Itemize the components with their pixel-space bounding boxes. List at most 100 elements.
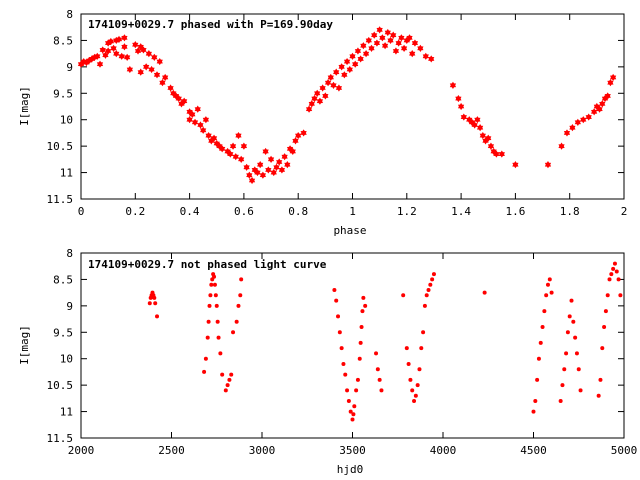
x-tick-label: 2000	[68, 444, 95, 457]
data-point	[569, 298, 574, 303]
data-point	[227, 377, 232, 382]
data-point	[563, 129, 571, 137]
data-point	[238, 155, 245, 163]
data-point	[225, 383, 230, 388]
data-point	[115, 35, 123, 43]
data-point	[377, 377, 382, 382]
data-point	[295, 131, 302, 140]
plot-frame	[80, 13, 625, 200]
data-point	[110, 44, 117, 52]
x-ticks: 2000 2500 3000 3500 4000 4500 5000	[68, 253, 638, 457]
data-point	[167, 84, 174, 92]
data-point	[319, 84, 326, 92]
data-point	[153, 71, 161, 79]
x-axis-label: hjd0	[337, 463, 364, 476]
data-point	[327, 73, 334, 82]
x-tick-label: 1.4	[451, 205, 471, 218]
data-point	[409, 50, 416, 58]
data-point	[365, 36, 372, 45]
data-point	[162, 73, 169, 82]
phased-plot: 174109+0029.7 phased with P=169.90day ph…	[18, 8, 627, 237]
data-point	[580, 116, 587, 124]
data-point	[311, 94, 318, 103]
data-point	[542, 309, 547, 314]
data-point	[602, 325, 607, 329]
data-point	[596, 393, 601, 398]
data-point	[585, 113, 592, 121]
data-point	[408, 377, 413, 382]
y-tick-label: 10.5	[47, 379, 74, 392]
data-point	[605, 293, 610, 298]
data-point	[564, 351, 569, 356]
data-point	[476, 124, 484, 132]
data-point	[276, 158, 283, 166]
data-point	[596, 105, 603, 113]
data-point	[487, 142, 495, 150]
plot-frame	[80, 252, 625, 439]
data-point	[421, 330, 426, 335]
data-point	[410, 388, 415, 393]
y-tick-label: 11.5	[47, 193, 74, 206]
data-point	[121, 34, 128, 42]
data-point	[603, 309, 608, 314]
data-point	[384, 28, 391, 37]
data-point	[379, 34, 386, 42]
data-point	[567, 314, 572, 319]
data-point	[400, 44, 408, 52]
data-point	[610, 73, 617, 82]
y-tick-label: 11	[60, 167, 73, 180]
y-tick-label: 10.5	[47, 140, 74, 153]
data-point	[132, 41, 139, 49]
data-point	[430, 277, 435, 282]
data-point	[212, 282, 217, 287]
data-point	[235, 131, 242, 140]
data-point	[102, 51, 109, 59]
data-point	[547, 277, 552, 282]
data-point	[431, 272, 436, 277]
data-point	[137, 68, 144, 76]
data-point	[357, 55, 364, 63]
data-point	[335, 84, 343, 92]
data-point	[219, 145, 226, 153]
x-tick-label: 1.8	[560, 205, 580, 218]
data-point	[482, 290, 487, 295]
data-point	[600, 346, 605, 351]
data-point	[363, 303, 368, 308]
data-point	[560, 383, 565, 388]
data-point	[145, 50, 152, 58]
data-point	[281, 153, 288, 161]
data-point	[212, 274, 217, 279]
data-point	[232, 153, 239, 161]
data-point	[558, 399, 563, 403]
y-tick-label: 9.5	[53, 326, 73, 339]
data-point	[151, 53, 158, 61]
x-tick-label: 5000	[611, 444, 638, 457]
data-point	[209, 282, 214, 287]
data-point	[422, 303, 427, 308]
data-point	[223, 388, 228, 393]
data-point	[604, 92, 611, 100]
plot-title: 174109+0029.7 phased with P=169.90day	[88, 18, 333, 31]
data-point	[607, 79, 614, 87]
y-ticks: 8 8.5 9 9.5 10 10.5 11 11.5	[47, 8, 624, 206]
data-points	[147, 261, 623, 422]
data-point	[415, 383, 420, 388]
data-point	[208, 293, 213, 298]
data-point	[332, 288, 337, 292]
data-point	[330, 81, 337, 89]
data-point	[205, 335, 210, 340]
data-point	[565, 330, 570, 335]
data-point	[218, 351, 223, 356]
x-tick-label: 0.2	[125, 205, 145, 218]
data-point	[533, 399, 538, 403]
data-point	[270, 168, 277, 177]
x-tick-label: 1.6	[505, 205, 525, 218]
data-point	[152, 295, 157, 300]
data-point	[352, 60, 359, 68]
data-point	[404, 346, 409, 351]
data-point	[392, 47, 400, 55]
data-point	[238, 293, 243, 298]
data-point	[337, 330, 342, 335]
data-point	[214, 303, 219, 308]
